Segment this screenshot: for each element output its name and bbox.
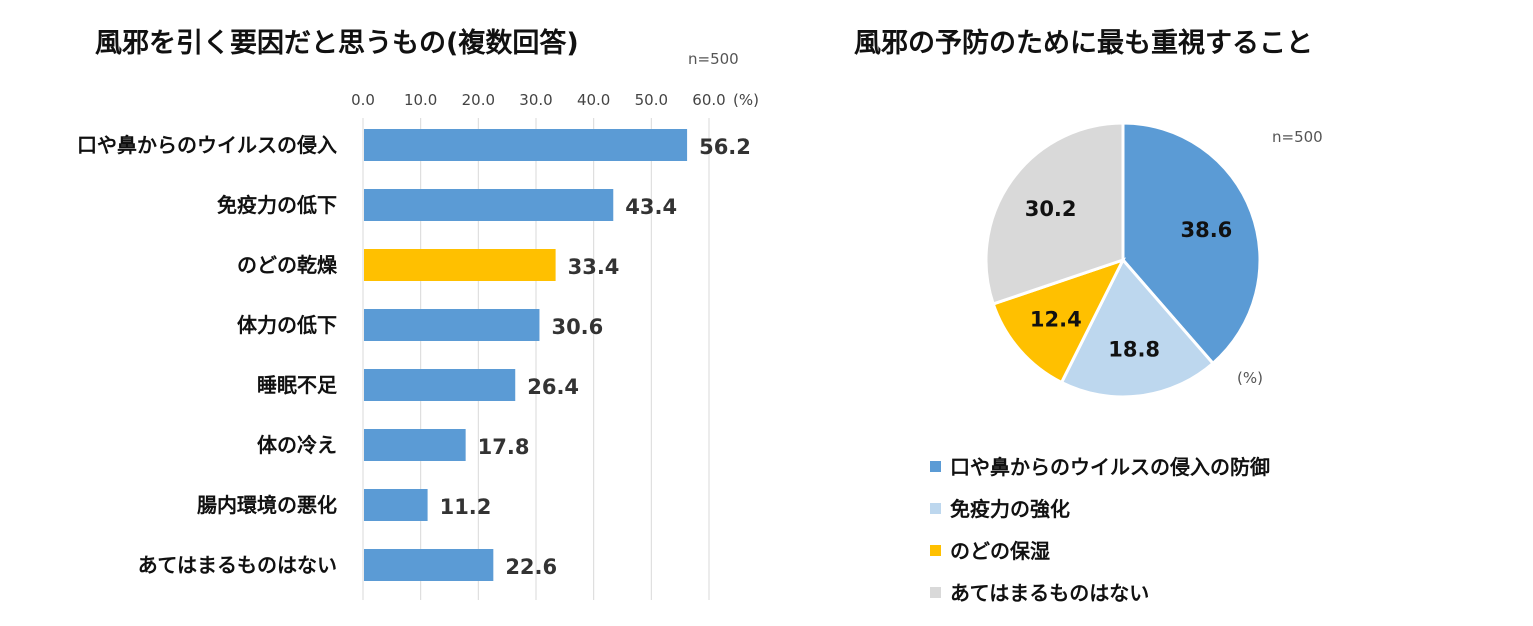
bar-category-label: 体力の低下 — [237, 313, 337, 337]
bar-x-tick-label: 20.0 — [462, 91, 495, 109]
bar-category-label: 免疫力の低下 — [217, 193, 337, 217]
bar-chart: 風邪を引く要因だと思うもの(複数回答) n=500 0.0 10.0 20.0 30.… — [77, 27, 759, 600]
bar-value-label: 56.2 — [699, 135, 751, 159]
pie-legend-swatch — [930, 503, 941, 514]
pie-chart-title: 風邪の予防のために最も重視すること — [854, 28, 1313, 59]
bar — [364, 309, 540, 341]
pie-value-label: 18.8 — [1108, 337, 1160, 361]
pie-chart: 風邪の予防のために最も重視すること n=500 (%) 38.6 18.8 12.4… — [854, 28, 1323, 605]
bar-value-label: 30.6 — [551, 315, 603, 339]
pie-legend-label: 免疫力の強化 — [950, 497, 1070, 521]
bar-category-label: 体の冷え — [257, 433, 337, 457]
bar-x-tick-label: 40.0 — [577, 91, 610, 109]
pie-legend-swatch — [930, 587, 941, 598]
bar-value-label: 17.8 — [478, 435, 530, 459]
bar-category-label: 睡眠不足 — [257, 373, 338, 397]
pie-unit-label: (%) — [1237, 369, 1263, 387]
pie-legend-swatch — [930, 545, 941, 556]
pie-slice — [1059, 257, 1216, 399]
bar-chart-sample-note: n=500 — [688, 50, 739, 68]
pie-value-label: 30.2 — [1025, 197, 1077, 221]
bar — [364, 549, 494, 581]
bar — [364, 489, 428, 521]
pie-legend-label: あてはまるものはない — [950, 581, 1149, 605]
bar-value-label: 11.2 — [440, 495, 492, 519]
bar — [364, 369, 516, 401]
pie-slice — [984, 121, 1125, 306]
bar-x-tick-label: 60.0 — [692, 91, 725, 109]
bar — [364, 429, 466, 461]
bar-category-labels: 口や鼻からのウイルスの侵入免疫力の低下のどの乾燥体力の低下睡眠不足体の冷え腸内環… — [77, 133, 338, 577]
bar-value-label: 33.4 — [568, 255, 620, 279]
pie-value-label: 38.6 — [1180, 218, 1232, 242]
pie-slices — [984, 121, 1262, 399]
pie-slice — [991, 257, 1126, 385]
pie-slice — [1121, 121, 1262, 366]
bar-category-label: 腸内環境の悪化 — [197, 493, 337, 517]
bar — [364, 189, 614, 221]
pie-legend-label: 口や鼻からのウイルスの侵入の防御 — [950, 455, 1270, 479]
pie-legend-swatch — [930, 461, 941, 472]
bar-x-axis-ticks: 0.0 10.0 20.0 30.0 40.0 50.0 60.0 — [351, 91, 726, 109]
pie-legend-label: のどの保湿 — [950, 539, 1050, 563]
bar-value-label: 26.4 — [527, 375, 579, 399]
bar-series — [364, 129, 688, 581]
bar-value-label: 22.6 — [505, 555, 557, 579]
pie-value-labels: 38.6 18.8 12.4 30.2 — [1025, 197, 1233, 361]
bar-category-label: 口や鼻からのウイルスの侵入 — [77, 133, 337, 157]
bar-x-tick-label: 30.0 — [519, 91, 552, 109]
bar — [364, 249, 556, 281]
bar-x-tick-label: 10.0 — [404, 91, 437, 109]
bar-x-tick-label: 50.0 — [635, 91, 668, 109]
bar-value-labels: 56.2 43.4 33.4 30.6 26.4 17.8 11.2 22.6 — [440, 135, 751, 579]
pie-chart-sample-note: n=500 — [1272, 128, 1323, 146]
pie-value-label: 12.4 — [1030, 307, 1082, 331]
bar-category-label: のどの乾燥 — [237, 253, 338, 277]
bar — [364, 129, 688, 161]
bar-category-label: あてはまるものはない — [138, 553, 337, 577]
bar-chart-title: 風邪を引く要因だと思うもの(複数回答) — [95, 27, 579, 59]
bar-unit-label: (%) — [733, 91, 759, 109]
bar-value-label: 43.4 — [625, 195, 677, 219]
bar-x-tick-label: 0.0 — [351, 91, 375, 109]
